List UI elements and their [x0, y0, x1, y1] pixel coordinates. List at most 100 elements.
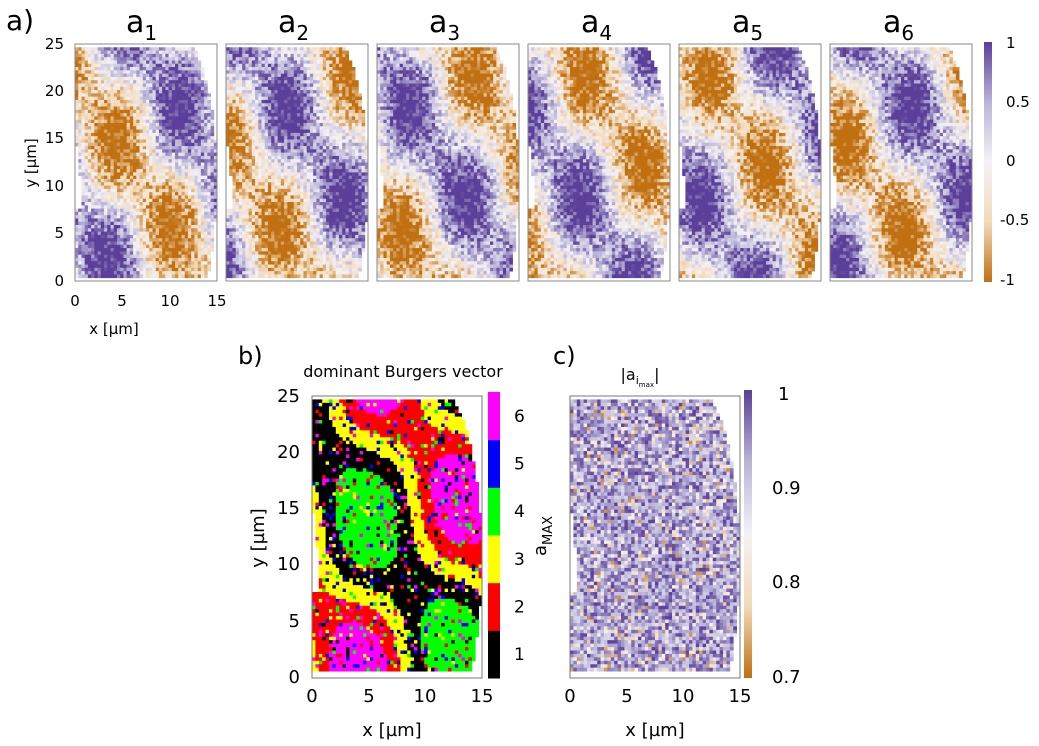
heatmap-cell [111, 172, 115, 176]
heatmap-cell [336, 179, 340, 183]
heatmap-cell [355, 139, 359, 143]
heatmap-cell [88, 116, 92, 120]
heatmap-cell [98, 245, 102, 249]
heatmap-cell [149, 126, 153, 130]
heatmap-cell [207, 110, 211, 114]
heatmap-cell [169, 143, 173, 147]
heatmap-cell [188, 182, 192, 186]
heatmap-cell [316, 116, 320, 120]
heatmap-cell [300, 159, 304, 163]
heatmap-cell [232, 67, 236, 71]
heatmap-cell [249, 93, 253, 97]
heatmap-cell [198, 199, 202, 203]
heatmap-cell [239, 136, 243, 140]
heatmap-cell [258, 159, 262, 163]
heatmap-cell [232, 146, 236, 150]
heatmap-cell [172, 166, 176, 170]
heatmap-cell [149, 215, 153, 219]
heatmap-cell [297, 169, 301, 173]
heatmap-cell [232, 80, 236, 84]
heatmap-cell [182, 179, 186, 183]
heatmap-cell [349, 166, 353, 170]
heatmap-cell [98, 255, 102, 259]
heatmap-cell [91, 166, 95, 170]
heatmap-cell [345, 113, 349, 117]
heatmap-cell [297, 163, 301, 167]
heatmap-cell [133, 87, 137, 91]
heatmap-cell [162, 139, 166, 143]
heatmap-cell [146, 146, 150, 150]
heatmap-cell [78, 268, 82, 272]
heatmap-cell [207, 225, 211, 229]
heatmap-cell [345, 123, 349, 127]
heatmap-cell [152, 251, 156, 255]
heatmap-cell [326, 182, 330, 186]
heatmap-cell [287, 103, 291, 107]
heatmap-cell [194, 103, 198, 107]
heatmap-cell [274, 133, 278, 137]
heatmap-cell [152, 100, 156, 104]
heatmap-cell [159, 74, 163, 78]
heatmap-cell [117, 139, 121, 143]
heatmap-cell [165, 80, 169, 84]
heatmap-cell [169, 176, 173, 180]
heatmap-cell [291, 186, 295, 190]
heatmap-cell [287, 54, 291, 58]
heatmap-cell [104, 64, 108, 68]
heatmap-cell [258, 60, 262, 64]
heatmap-cell [117, 77, 121, 81]
heatmap-cell [236, 64, 240, 68]
heatmap-cell [146, 123, 150, 127]
heatmap-cell [178, 179, 182, 183]
heatmap-cell [362, 205, 366, 209]
heatmap-cell [362, 139, 366, 143]
heatmap-cell [123, 179, 127, 183]
heatmap-cell [303, 54, 307, 58]
heatmap-cell [107, 156, 111, 160]
heatmap-cell [207, 205, 211, 209]
heatmap-cell [249, 123, 253, 127]
heatmap-cell [114, 110, 118, 114]
heatmap-cell [300, 192, 304, 196]
heatmap-cell [120, 163, 124, 167]
heatmap-cell [265, 51, 269, 55]
heatmap-cell [310, 120, 314, 124]
heatmap-cell [98, 123, 102, 127]
heatmap-cell [211, 202, 215, 206]
heatmap-cell [191, 209, 195, 213]
heatmap-cell [133, 255, 137, 259]
heatmap-cell [175, 80, 179, 84]
heatmap-cell [165, 100, 169, 104]
heatmap-cell [242, 163, 246, 167]
heatmap-cell [236, 93, 240, 97]
heatmap-cell [136, 153, 140, 157]
heatmap-cell [278, 179, 282, 183]
heatmap-cell [207, 107, 211, 111]
heatmap-cell [201, 245, 205, 249]
heatmap-cell [182, 172, 186, 176]
heatmap-cell [320, 130, 324, 134]
heatmap-cell [326, 202, 330, 206]
heatmap-cell [101, 107, 105, 111]
heatmap-cell [85, 143, 89, 147]
heatmap-cell [358, 136, 362, 140]
heatmap-cell [239, 67, 243, 71]
heatmap-cell [98, 143, 102, 147]
heatmap-cell [162, 235, 166, 239]
heatmap-cell [326, 195, 330, 199]
heatmap-cell [245, 182, 249, 186]
heatmap-cell [94, 57, 98, 61]
heatmap-cell [268, 57, 272, 61]
heatmap-cell [156, 232, 160, 236]
heatmap-cell [294, 156, 298, 160]
heatmap-cell [159, 64, 163, 68]
heatmap-cell [268, 130, 272, 134]
heatmap-cell [284, 60, 288, 64]
heatmap-cell [313, 182, 317, 186]
heatmap-cell [178, 97, 182, 101]
heatmap-cell [185, 268, 189, 272]
heatmap-cell [265, 169, 269, 173]
heatmap-cell [242, 130, 246, 134]
heatmap-cell [156, 189, 160, 193]
heatmap-cell [262, 74, 266, 78]
